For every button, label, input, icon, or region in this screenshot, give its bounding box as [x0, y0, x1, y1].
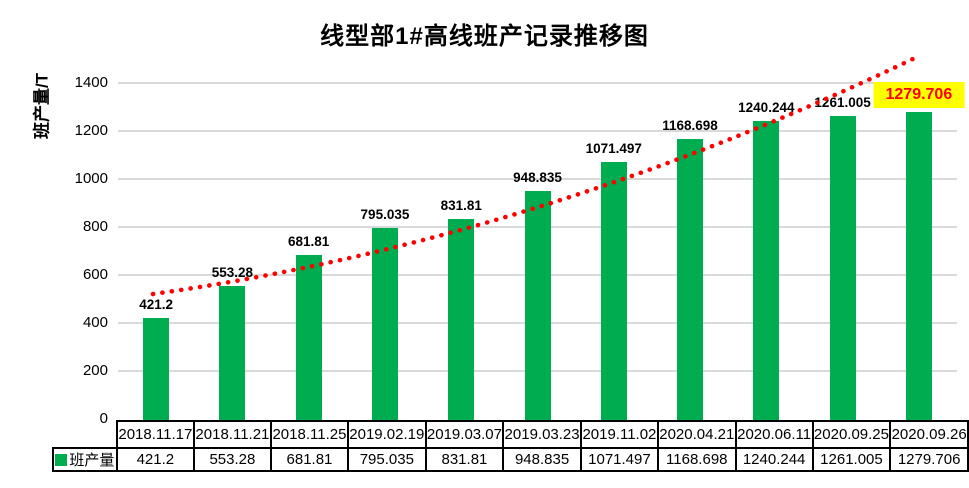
value-cell: 421.2: [115, 447, 195, 472]
value-cell: 553.28: [192, 447, 272, 472]
data-label: 1168.698: [662, 117, 718, 133]
data-label: 681.81: [288, 234, 330, 250]
y-tick-label: 1000: [74, 170, 108, 187]
date-cell: 2019.03.07: [424, 420, 505, 449]
bar: [905, 111, 932, 420]
data-label: 553.28: [211, 265, 254, 281]
value-cell: 1261.005: [811, 447, 892, 472]
value-cell: 1279.706: [889, 447, 969, 472]
y-tick-label: 400: [82, 314, 108, 331]
date-cell: 2020.09.26: [889, 420, 969, 449]
bar: [829, 116, 856, 420]
bar: [295, 255, 322, 420]
date-cell: 2019.02.19: [346, 420, 427, 449]
value-cell: 681.81: [269, 447, 349, 472]
chart-title: 线型部1#高线班产记录推移图: [320, 23, 649, 50]
data-table: 2018.11.17 2018.11.21 2018.11.25 2019.02.19…: [52, 420, 969, 472]
legend-label: 班产量: [69, 452, 115, 469]
date-cell: 2020.04.21: [656, 420, 737, 449]
legend-cell: 班产量: [52, 447, 118, 472]
y-tick-label: 200: [82, 362, 108, 379]
data-label: 421.2: [139, 296, 174, 312]
legend-swatch-icon: [55, 454, 68, 466]
bar: [677, 138, 704, 420]
y-tick-label: 0: [99, 410, 108, 427]
bar: [753, 121, 780, 420]
data-label: 948.835: [513, 170, 562, 186]
y-tick-label: 800: [82, 218, 108, 235]
data-label-highlighted: 1279.706: [873, 81, 965, 108]
table-corner-spacer: [53, 421, 117, 448]
date-cell: 2020.09.25: [811, 420, 892, 449]
bar: [219, 286, 246, 420]
y-tick-label: 600: [82, 266, 108, 283]
data-label: 1240.244: [738, 100, 795, 116]
data-label: 831.81: [440, 198, 482, 214]
date-cell: 2019.03.23: [502, 420, 582, 449]
y-tick-label: 1400: [74, 74, 108, 91]
date-cell: 2019.11.02: [579, 420, 659, 449]
value-cell: 948.835: [502, 447, 582, 472]
value-cell: 795.035: [346, 447, 427, 472]
date-cell: 2018.11.21: [192, 420, 272, 449]
y-tick-label: 1200: [74, 122, 108, 139]
bar: [524, 191, 551, 420]
bar: [448, 219, 475, 420]
gridline: [118, 82, 957, 84]
bar: [371, 228, 398, 420]
date-cell: 2020.06.11: [734, 420, 814, 449]
value-cell: 831.81: [424, 447, 505, 472]
value-cell: 1071.497: [579, 447, 659, 472]
bar: [600, 161, 627, 420]
bar: [143, 317, 170, 420]
data-label: 795.035: [360, 207, 410, 223]
data-label: 1071.497: [585, 140, 642, 156]
date-cell: 2018.11.17: [115, 420, 195, 449]
value-cell: 1240.244: [734, 447, 814, 472]
date-cell: 2018.11.25: [269, 420, 349, 449]
value-cell: 1168.698: [656, 447, 737, 472]
data-label: 1261.005: [814, 95, 871, 111]
